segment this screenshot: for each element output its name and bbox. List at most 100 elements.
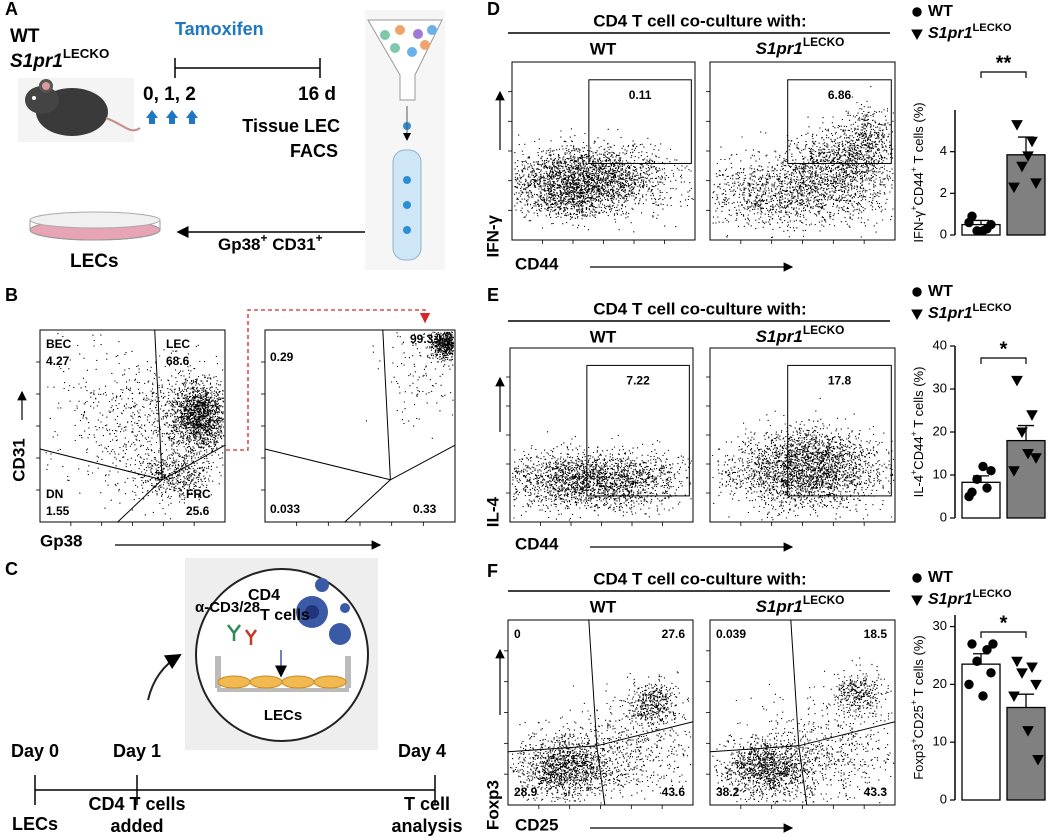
data-point [964, 491, 974, 502]
text-part: + [909, 470, 919, 475]
text-part: + [261, 231, 268, 245]
significance-label: * [1000, 612, 1008, 634]
text-part: LECKO [63, 46, 110, 61]
quadrant-value: 18.5 [864, 627, 888, 641]
data-point [972, 656, 982, 666]
plot-frame [709, 619, 896, 806]
event-label: added [110, 816, 163, 836]
gate-value: 0.11 [629, 88, 652, 102]
data-point [1022, 449, 1034, 460]
text-part: Gp38 [218, 235, 261, 254]
culture-dish [29, 211, 161, 241]
legend-label: S1pr1LECKO [928, 588, 1012, 608]
gate-line [596, 745, 606, 806]
panel-title: CD4 T cell co-culture with: [593, 11, 806, 30]
panel-label: D [487, 0, 500, 19]
gate-line [798, 721, 896, 747]
gate-line [596, 721, 694, 747]
text-part: IFN-γ [911, 210, 926, 242]
text-part: WT [928, 3, 953, 20]
gate-line [390, 444, 456, 481]
quadrant-value: 27.6 [662, 627, 686, 641]
data-point [911, 29, 923, 41]
product-label: LECs [70, 251, 119, 272]
gate-name: LEC [166, 337, 190, 351]
significance-label: ** [996, 52, 1012, 74]
legend-label: WT [928, 3, 953, 20]
plot-frame [264, 329, 456, 523]
event-label: LECs [12, 814, 58, 834]
data-point [1030, 178, 1042, 189]
y-tick-label: 10 [933, 466, 947, 481]
axis-label: Foxp3 [483, 780, 502, 830]
data-point [1032, 755, 1044, 766]
coculture-inset [185, 558, 378, 750]
data-point [978, 226, 988, 236]
data-point [972, 474, 982, 484]
column-label: WT [590, 597, 617, 616]
text-part: S1pr1 [756, 327, 803, 346]
gate-line [790, 619, 800, 746]
text-part: T cells (%) [911, 635, 926, 700]
data-point [912, 287, 922, 297]
quadrant-value: 38.2 [716, 785, 740, 799]
gate-line [264, 448, 391, 481]
data-point [982, 483, 992, 493]
gate-name: BEC [46, 337, 72, 351]
gate [787, 79, 892, 164]
data-point [982, 644, 992, 655]
data-point [964, 679, 974, 690]
gate-line [382, 329, 391, 480]
gate-link [226, 309, 431, 451]
data-point [1008, 691, 1020, 702]
axis-label: CD25 [515, 815, 558, 834]
data-point [1026, 662, 1038, 674]
data-point [1011, 656, 1023, 668]
data-point [1022, 726, 1034, 737]
text-part: CD31 [267, 235, 315, 254]
text-part: + [909, 700, 919, 705]
event-cloud [712, 86, 894, 239]
text-part: T cells (%) [911, 367, 926, 432]
event-label: T cell [404, 794, 450, 814]
error-bar [973, 219, 989, 225]
y-tick-label: 20 [933, 676, 947, 691]
y-tick-label: 10 [933, 734, 947, 749]
legend-label: S1pr1LECKO [928, 302, 1012, 322]
data-point [1008, 466, 1020, 477]
panel-title: CD4 T cell co-culture with: [593, 569, 806, 588]
gate-value: 0.033 [270, 502, 300, 516]
day-label: Day 1 [113, 741, 161, 761]
error-bar [1018, 693, 1034, 708]
data-point [1022, 151, 1034, 162]
treatment-label: Tamoxifen [175, 19, 264, 39]
gate-value: 6.86 [828, 88, 852, 102]
data-point [1008, 182, 1020, 194]
y-tick-label: 30 [933, 618, 947, 633]
text-part: WT [928, 569, 953, 586]
column-label: S1pr1LECKO [756, 323, 845, 346]
data-point [1016, 668, 1028, 679]
y-axis-label: IL-4+CD44+ T cells (%) [909, 367, 926, 498]
y-tick-label: 0 [940, 509, 947, 524]
data-point [1016, 161, 1028, 173]
text-part: S1pr1 [756, 597, 803, 616]
axis-label: CD31 [9, 438, 28, 481]
column-label: WT [590, 327, 617, 346]
timeline-a [174, 58, 321, 78]
gate-line [709, 745, 799, 753]
text-part: CD25 [911, 705, 926, 738]
gate-line [798, 745, 808, 806]
data-point [911, 309, 923, 321]
text-part: S1pr1 [928, 591, 973, 608]
significance-bracket [980, 631, 1027, 638]
sort-label: FACS [290, 141, 338, 161]
event-cloud [712, 657, 895, 804]
panel-label: A [5, 0, 18, 19]
inset-label: α-CD3/28 [195, 599, 260, 616]
y-axis-label: IFN-γ+CD44+ T cells (%) [909, 102, 926, 242]
axis-label: CD44 [515, 254, 559, 273]
event-cloud [511, 431, 692, 521]
day-label: Day 4 [398, 741, 446, 761]
panel-label: F [487, 561, 498, 581]
